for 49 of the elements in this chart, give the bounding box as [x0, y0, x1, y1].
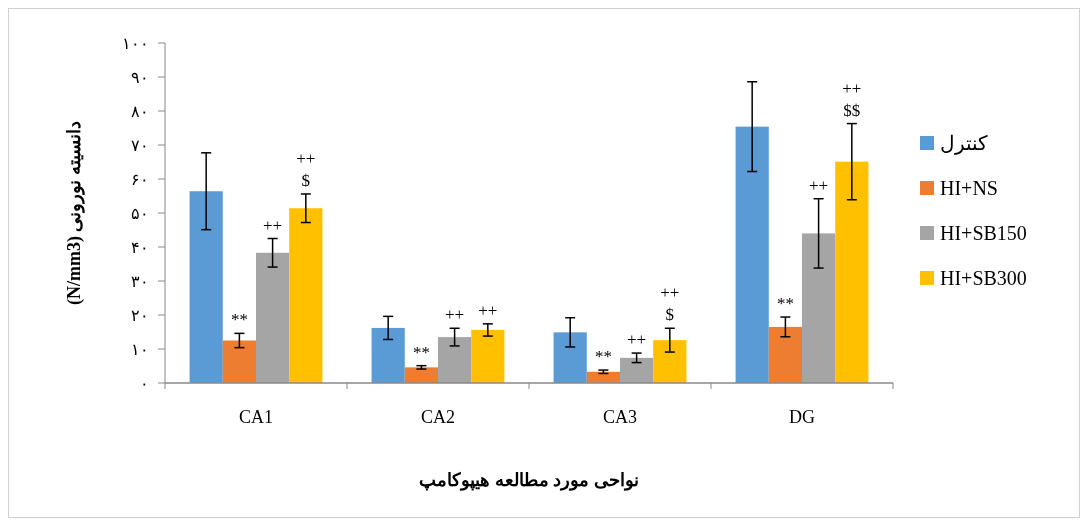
y-tick-label: ۲۰: [131, 306, 149, 324]
x-axis-title: نواحی مورد مطالعه هیپوکامپ: [419, 470, 639, 491]
data-label: ++: [809, 175, 829, 195]
bar: [471, 329, 505, 383]
y-tick-label: ۱۰۰: [122, 34, 149, 52]
bar: [438, 337, 472, 383]
y-tick-label: ۵۰: [131, 204, 149, 222]
data-label: **: [230, 310, 248, 330]
bar: [404, 367, 438, 383]
data-label: ++ $: [296, 148, 316, 190]
data-label: **: [594, 347, 612, 367]
y-tick-label: ۸۰: [131, 102, 149, 120]
data-label: ++: [445, 305, 465, 325]
legend-label: HI+NS: [940, 177, 998, 199]
y-tick-label: ۱۰: [131, 340, 149, 358]
bar: [835, 161, 869, 383]
y-tick-label: ۷۰: [131, 136, 149, 154]
bar: [189, 191, 223, 383]
bar: [768, 326, 802, 383]
data-label: ++ $$: [842, 78, 862, 120]
x-tick-label: DG: [789, 407, 815, 427]
y-tick-label: ۳۰: [131, 272, 149, 290]
bar: [222, 340, 256, 383]
bar: [371, 327, 405, 383]
y-tick-label: ۶۰: [131, 170, 149, 188]
data-label: ++ $: [660, 283, 680, 325]
y-tick-label: ۰: [140, 374, 149, 392]
bar: [653, 340, 687, 383]
bar: [553, 332, 587, 383]
data-label: ++: [478, 300, 498, 320]
y-tick-label: ۴۰: [131, 238, 149, 256]
data-label: ++: [263, 215, 283, 235]
legend-label: HI+SB300: [940, 267, 1027, 289]
data-label: **: [412, 342, 430, 362]
x-tick-label: CA3: [602, 407, 638, 427]
data-label: **: [776, 294, 794, 314]
legend-label: HI+SB150: [940, 222, 1027, 244]
legend-label: کنترل: [940, 132, 988, 155]
x-tick-label: CA2: [420, 407, 456, 427]
bar: [289, 208, 323, 383]
y-tick-label: ۹۰: [131, 68, 149, 86]
x-tick-label: CA1: [238, 407, 274, 427]
y-axis-title: دانسیته نورونی (N/mm3): [64, 121, 85, 305]
bar: [620, 357, 654, 383]
data-label: ++: [627, 330, 647, 350]
bar: [735, 126, 769, 383]
bar: [256, 252, 290, 383]
bar: [802, 233, 836, 383]
bar: [586, 371, 620, 383]
